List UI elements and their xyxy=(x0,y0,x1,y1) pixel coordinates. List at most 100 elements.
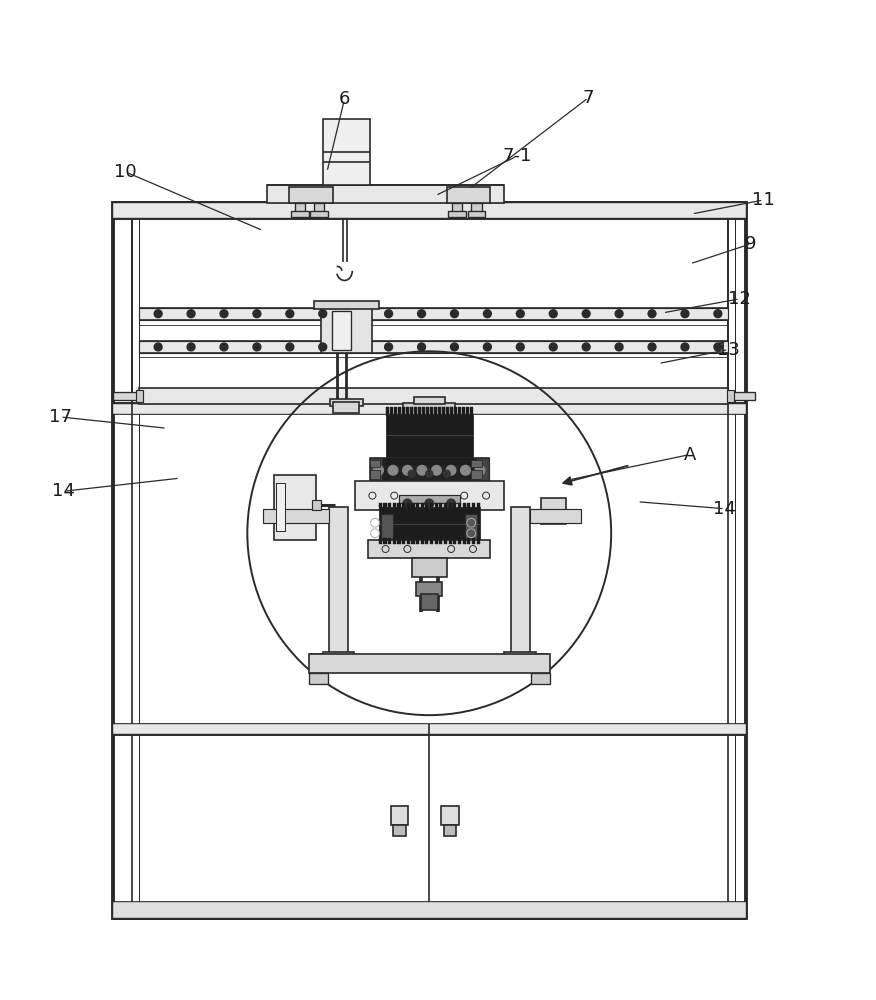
Bar xyxy=(398,503,400,508)
Bar xyxy=(413,407,417,416)
Bar xyxy=(421,407,425,416)
Bar xyxy=(355,481,504,510)
Circle shape xyxy=(681,310,689,318)
Bar xyxy=(416,538,420,544)
Bar xyxy=(454,458,456,465)
Circle shape xyxy=(385,343,392,351)
Bar xyxy=(410,407,413,416)
Bar xyxy=(391,806,408,825)
Circle shape xyxy=(648,310,656,318)
Bar xyxy=(458,538,461,544)
Bar xyxy=(393,825,406,836)
Text: 10: 10 xyxy=(115,163,137,181)
Bar xyxy=(430,503,433,508)
Bar xyxy=(430,458,433,465)
Bar xyxy=(454,503,456,508)
Circle shape xyxy=(516,310,524,318)
Bar xyxy=(465,514,477,540)
Bar xyxy=(511,507,530,656)
Bar xyxy=(329,399,363,406)
Bar xyxy=(449,458,453,465)
Text: A: A xyxy=(683,446,696,464)
Bar xyxy=(402,503,406,508)
Circle shape xyxy=(426,470,433,477)
Circle shape xyxy=(286,310,293,318)
Bar xyxy=(392,538,396,544)
Bar xyxy=(314,203,324,213)
Bar xyxy=(370,470,380,479)
Bar xyxy=(390,458,392,465)
Text: 12: 12 xyxy=(728,290,752,308)
Circle shape xyxy=(475,465,484,475)
Bar xyxy=(312,500,321,510)
Bar xyxy=(472,503,475,508)
Bar xyxy=(444,503,447,508)
Bar xyxy=(398,458,401,465)
Circle shape xyxy=(432,465,442,475)
Bar xyxy=(332,311,351,350)
Bar xyxy=(406,407,409,416)
Bar xyxy=(434,503,438,508)
Circle shape xyxy=(484,310,491,318)
Bar xyxy=(406,458,409,465)
Bar xyxy=(137,390,144,402)
Bar xyxy=(113,404,745,414)
Bar xyxy=(321,308,371,353)
Circle shape xyxy=(388,465,398,475)
Bar xyxy=(434,407,437,416)
Bar xyxy=(446,458,449,465)
Bar xyxy=(384,538,386,544)
Bar xyxy=(393,407,397,416)
Bar xyxy=(434,458,437,465)
Bar xyxy=(438,407,441,416)
Bar xyxy=(467,503,470,508)
Circle shape xyxy=(319,343,327,351)
Bar xyxy=(449,503,452,508)
Text: 7-1: 7-1 xyxy=(502,147,532,165)
Circle shape xyxy=(615,310,623,318)
Text: 7: 7 xyxy=(583,89,594,107)
Bar xyxy=(416,503,420,508)
Bar xyxy=(412,538,414,544)
Circle shape xyxy=(187,343,195,351)
Bar xyxy=(139,308,728,320)
Bar xyxy=(444,825,456,836)
Text: 14: 14 xyxy=(53,482,75,500)
Bar xyxy=(392,503,396,508)
Text: 14: 14 xyxy=(713,500,737,518)
Circle shape xyxy=(714,343,722,351)
Bar xyxy=(368,540,491,558)
Bar xyxy=(541,498,566,524)
Bar xyxy=(446,407,449,416)
Circle shape xyxy=(425,499,434,508)
Bar xyxy=(449,211,466,217)
Bar xyxy=(442,407,445,416)
Bar xyxy=(418,407,420,416)
Circle shape xyxy=(583,343,590,351)
Bar xyxy=(472,538,475,544)
Bar xyxy=(113,203,745,218)
Bar xyxy=(402,407,405,416)
Circle shape xyxy=(286,343,293,351)
Bar xyxy=(505,652,536,661)
Bar xyxy=(454,407,456,416)
Bar xyxy=(370,460,380,467)
Circle shape xyxy=(418,343,426,351)
Bar xyxy=(398,407,401,416)
Circle shape xyxy=(385,310,392,318)
Bar xyxy=(462,407,465,416)
Bar xyxy=(385,415,473,459)
Bar xyxy=(434,538,438,544)
Circle shape xyxy=(583,310,590,318)
Bar xyxy=(139,388,728,404)
Bar xyxy=(402,538,406,544)
Bar xyxy=(384,503,386,508)
Circle shape xyxy=(714,310,722,318)
Circle shape xyxy=(450,343,458,351)
Bar xyxy=(413,458,417,465)
Bar xyxy=(289,187,333,203)
Bar xyxy=(378,538,382,544)
Bar xyxy=(113,203,745,918)
Bar xyxy=(406,503,410,508)
Bar xyxy=(406,538,410,544)
